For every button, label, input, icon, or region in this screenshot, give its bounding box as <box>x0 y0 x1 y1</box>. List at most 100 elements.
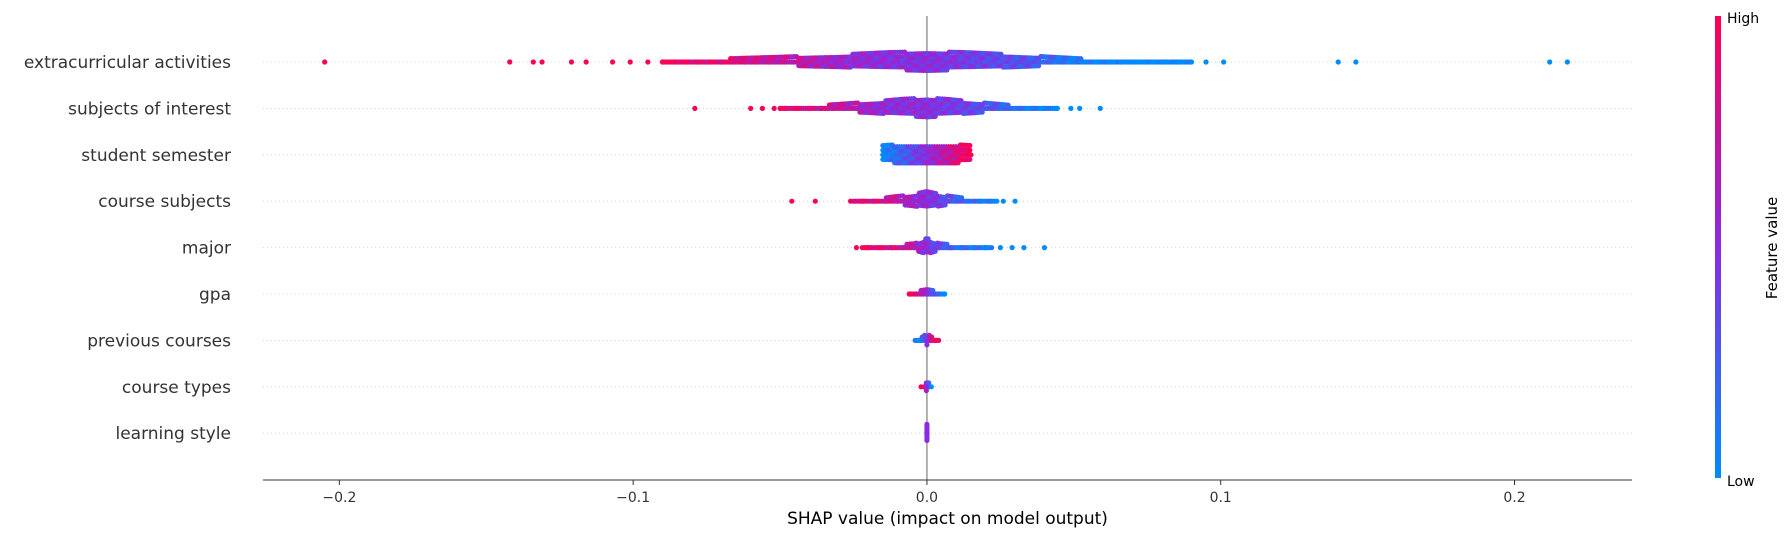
data-point <box>1203 59 1209 65</box>
data-point <box>812 198 818 204</box>
data-point <box>994 105 1001 111</box>
data-point <box>659 59 666 65</box>
feature-points <box>918 380 934 394</box>
x-tick-label: −0.2 <box>322 490 356 506</box>
data-point <box>1068 105 1074 111</box>
data-point <box>941 291 948 297</box>
data-point <box>894 59 901 65</box>
data-point <box>971 245 977 251</box>
data-point <box>507 59 513 65</box>
data-point <box>906 198 912 204</box>
data-point <box>924 384 930 390</box>
data-point <box>1547 59 1553 65</box>
data-point <box>941 59 948 65</box>
data-point <box>967 147 973 153</box>
feature-label: previous courses <box>87 331 231 351</box>
data-point <box>924 245 930 251</box>
data-point <box>988 245 995 251</box>
data-point <box>1041 105 1048 111</box>
data-point <box>959 152 965 158</box>
data-point <box>936 245 942 251</box>
data-point <box>692 105 698 111</box>
data-point <box>1564 59 1570 65</box>
data-point <box>953 198 959 204</box>
data-point <box>706 59 713 65</box>
data-point <box>924 337 930 343</box>
data-point <box>1106 59 1112 65</box>
data-point <box>997 245 1003 251</box>
data-point <box>1041 245 1048 251</box>
data-point <box>789 59 795 65</box>
x-axis: −0.2 −0.1 0.0 0.1 0.2 SHAP value (impact on … <box>263 479 1632 529</box>
feature-points <box>789 189 1018 209</box>
data-point <box>953 59 959 65</box>
data-point <box>795 105 801 111</box>
data-point <box>1030 105 1036 111</box>
data-point <box>1024 59 1030 65</box>
data-point <box>994 198 1000 204</box>
data-point <box>568 59 575 65</box>
data-point <box>836 59 842 65</box>
data-point <box>924 198 930 204</box>
data-point <box>924 430 930 436</box>
data-point <box>1071 59 1077 65</box>
data-point <box>871 198 877 204</box>
data-point <box>941 198 948 204</box>
data-point <box>1159 59 1165 65</box>
data-point <box>936 291 942 297</box>
data-point <box>912 291 918 297</box>
feature-label: learning style <box>115 424 231 444</box>
data-point <box>967 142 973 149</box>
data-point <box>941 152 948 158</box>
feature-label: major <box>182 239 231 259</box>
feature-labels: extracurricular activities subjects of in… <box>24 53 231 444</box>
data-point <box>877 105 883 111</box>
data-point <box>965 198 971 204</box>
data-point <box>977 59 983 65</box>
x-tick-label: 0.2 <box>1503 490 1525 506</box>
data-points <box>322 49 1570 443</box>
data-point <box>1077 105 1083 111</box>
data-point <box>918 384 924 390</box>
data-point <box>1335 59 1341 65</box>
data-point <box>912 245 918 251</box>
data-point <box>877 245 883 251</box>
data-point <box>906 59 912 65</box>
data-point <box>859 198 865 204</box>
data-point <box>671 59 677 65</box>
colorbar-high-label: High <box>1727 11 1759 27</box>
data-point <box>830 105 836 111</box>
data-point <box>883 198 889 204</box>
data-point <box>924 105 930 111</box>
data-point <box>912 105 918 111</box>
data-point <box>1000 59 1006 65</box>
data-point <box>1188 59 1194 65</box>
data-point <box>1097 105 1103 111</box>
data-point <box>947 105 954 111</box>
data-point <box>1174 59 1180 65</box>
data-point <box>765 59 771 65</box>
data-point <box>915 152 921 158</box>
data-point <box>906 152 912 158</box>
data-point <box>977 198 983 204</box>
x-tick-label: −0.1 <box>616 490 650 506</box>
data-point <box>918 59 924 65</box>
data-point <box>853 245 860 251</box>
data-point <box>748 105 754 111</box>
feature-points <box>322 49 1570 74</box>
data-point <box>930 291 936 297</box>
data-point <box>1035 63 1042 69</box>
data-point <box>1141 59 1147 65</box>
data-point <box>1018 105 1024 111</box>
data-point <box>924 437 930 443</box>
data-point <box>730 59 736 65</box>
data-point <box>853 105 860 111</box>
data-point <box>1118 59 1124 65</box>
feature-points <box>924 421 930 443</box>
data-point <box>539 59 545 65</box>
data-point <box>1047 59 1053 65</box>
data-point <box>889 245 895 251</box>
feature-points <box>853 236 1048 256</box>
data-point <box>915 337 921 343</box>
data-point <box>900 105 907 111</box>
